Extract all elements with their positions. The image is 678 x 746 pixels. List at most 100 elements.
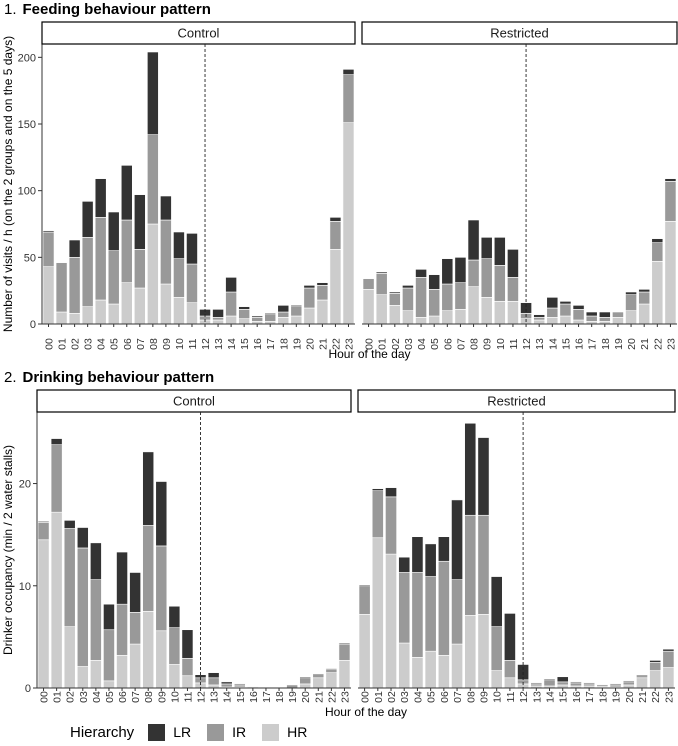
facet-strip-label: Control (178, 26, 220, 41)
bar-ir-03 (398, 572, 411, 644)
bar-ir-07 (133, 249, 146, 289)
bar-lr-23 (664, 178, 677, 182)
facet-strip-label: Control (173, 394, 215, 409)
bar-ir-22 (325, 669, 338, 673)
bar-hr-14 (225, 315, 237, 325)
bar-lr-15 (238, 306, 250, 310)
x-tick-label: 17 (587, 338, 599, 350)
x-tick-label: 10 (495, 338, 507, 350)
bar-lr-22 (651, 238, 664, 243)
x-tick-label: 14 (226, 338, 238, 350)
bar-lr-05 (424, 543, 437, 577)
x-tick-label: 20 (624, 691, 636, 703)
bar-ir-01 (375, 273, 388, 295)
bar-ir-19 (290, 306, 303, 317)
bar-hr-06 (437, 654, 450, 689)
x-tick-label: 08 (469, 338, 481, 350)
bar-ir-07 (454, 282, 467, 310)
bar-hr-11 (186, 302, 198, 325)
bar-hr-02 (385, 553, 397, 689)
bar-hr-01 (55, 311, 68, 325)
x-tick-label: 06 (439, 691, 451, 703)
bar-hr-22 (325, 672, 338, 689)
bar-ir-16 (572, 309, 585, 321)
bar-hr-02 (63, 626, 76, 689)
bar-ir-20 (299, 677, 312, 685)
bar-ir-22 (649, 662, 662, 671)
x-tick-label: 05 (429, 338, 441, 350)
bar-ir-20 (303, 287, 316, 309)
bar-ir-13 (533, 317, 546, 321)
bar-ir-18 (598, 317, 611, 322)
bar-ir-06 (441, 283, 454, 311)
facet-strip (41, 21, 356, 45)
x-tick-label: 13 (531, 691, 543, 703)
bar-lr-11 (507, 249, 519, 278)
bar-lr-07 (454, 257, 467, 283)
bar-hr-19 (612, 317, 624, 325)
bar-hr-04 (415, 317, 427, 325)
bar-hr-21 (638, 303, 651, 325)
bar-lr-05 (428, 274, 441, 290)
bar-lr-20 (625, 291, 637, 295)
bar-lr-14 (543, 678, 556, 681)
bar-lr-00 (37, 521, 50, 523)
bar-hr-10 (490, 670, 503, 689)
bar-ir-15 (233, 684, 246, 688)
bar-hr-15 (238, 318, 250, 325)
bar-hr-02 (388, 305, 401, 325)
bar-ir-10 (173, 258, 185, 298)
bar-lr-02 (68, 239, 81, 258)
bar-hr-23 (338, 660, 351, 689)
bar-ir-01 (55, 262, 68, 313)
bar-lr-21 (636, 674, 648, 677)
bar-lr-00 (42, 230, 55, 233)
bar-ir-23 (342, 74, 355, 123)
bar-lr-08 (467, 219, 480, 261)
bar-hr-01 (371, 537, 384, 689)
legend-item-hr: HR (262, 723, 307, 741)
bar-ir-22 (651, 242, 664, 262)
bar-lr-09 (480, 237, 493, 259)
bar-ir-06 (120, 219, 133, 283)
x-tick-label: 11 (182, 691, 194, 702)
bar-hr-05 (107, 303, 120, 325)
x-tick-label: 23 (339, 691, 351, 703)
y-tick-label: 50 (24, 252, 36, 264)
x-tick-label: 09 (478, 691, 490, 703)
bar-lr-03 (76, 527, 89, 549)
bar-hr-07 (133, 287, 146, 325)
bar-lr-03 (398, 556, 411, 573)
bar-hr-14 (546, 317, 559, 325)
x-tick-label: 01 (52, 691, 64, 703)
bar-hr-08 (464, 615, 477, 689)
bar-hr-21 (316, 299, 329, 325)
bar-ir-04 (90, 579, 102, 661)
bar-hr-20 (299, 683, 312, 689)
bar-lr-20 (299, 676, 312, 679)
bar-ir-05 (428, 289, 441, 317)
bar-hr-11 (507, 301, 519, 325)
x-tick-label: 15 (558, 691, 570, 703)
bar-lr-15 (559, 301, 572, 305)
x-tick-label: 06 (117, 691, 129, 703)
x-tick-label: 02 (386, 691, 398, 703)
x-tick-label: 19 (291, 338, 303, 350)
x-tick-label: 20 (626, 338, 638, 350)
x-tick-label: 18 (274, 691, 286, 703)
bar-lr-10 (493, 237, 506, 266)
bar-ir-02 (63, 528, 76, 627)
bar-ir-14 (225, 291, 237, 317)
bar-hr-00 (37, 539, 50, 689)
x-tick-label: 14 (547, 338, 559, 350)
bar-lr-23 (342, 69, 355, 75)
bar-lr-09 (477, 437, 490, 516)
x-tick-label: 03 (403, 338, 415, 350)
bar-ir-05 (107, 250, 120, 305)
bar-lr-05 (103, 603, 115, 631)
bar-lr-17 (583, 682, 596, 685)
drinking-chart-title: 2. Drinking behaviour pattern (4, 369, 215, 386)
bar-hr-06 (441, 310, 454, 325)
